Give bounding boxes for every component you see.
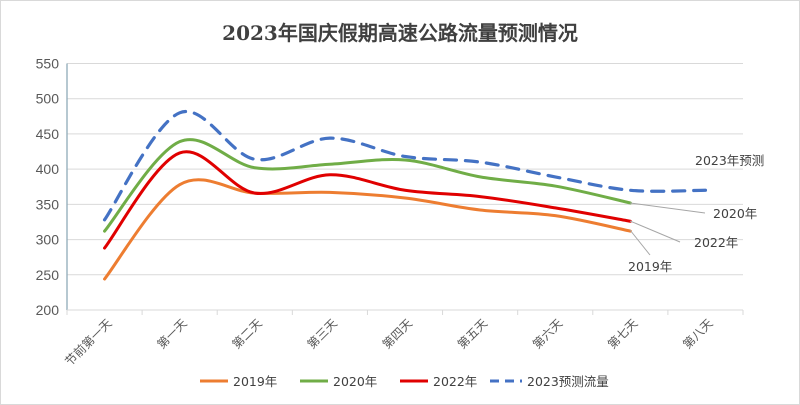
legend: 2019年 2020年 2022年 2023预测流量: [200, 374, 609, 389]
annotation-2020: 2020年: [713, 206, 757, 221]
series-line-0: [103, 178, 632, 281]
y-tick-label: 500: [36, 91, 60, 107]
x-tick-label: 第三天: [305, 316, 340, 351]
x-tick-label: 第八天: [680, 316, 715, 351]
legend-label-2: 2022年: [433, 374, 477, 389]
series-line-3: [102, 109, 708, 222]
y-tick-label: 250: [36, 267, 60, 283]
leader-line-2020: [629, 202, 706, 214]
y-tick-label: 400: [36, 161, 60, 177]
leader-line-2022: [629, 220, 681, 243]
y-tick-label: 200: [36, 302, 60, 318]
x-tick-label: 第六天: [530, 316, 565, 351]
chart-title: 2023年国庆假期高速公路流量预测情况: [222, 21, 578, 45]
y-tick-label: 550: [36, 56, 60, 72]
y-tick-label: 450: [36, 126, 60, 142]
x-tick-label: 第五天: [455, 316, 490, 351]
annotation-2022: 2022年: [694, 235, 738, 250]
series-line-2: [103, 150, 632, 250]
x-tick-label: 节前第一天: [62, 316, 115, 369]
x-tick-label: 第二天: [230, 316, 265, 351]
legend-label-0: 2019年: [233, 374, 277, 389]
y-tick-label: 300: [36, 232, 60, 248]
x-tick-label: 第七天: [605, 316, 640, 351]
legend-label-1: 2020年: [333, 374, 377, 389]
leader-line-2019: [629, 229, 651, 256]
x-tick-label: 第四天: [380, 316, 415, 351]
legend-label-3: 2023预测流量: [527, 374, 609, 389]
x-tick-label: 第一天: [154, 316, 189, 351]
annotation-2023: 2023年预测: [695, 153, 764, 168]
y-tick-label: 350: [36, 196, 60, 212]
annotation-2019: 2019年: [628, 259, 672, 274]
